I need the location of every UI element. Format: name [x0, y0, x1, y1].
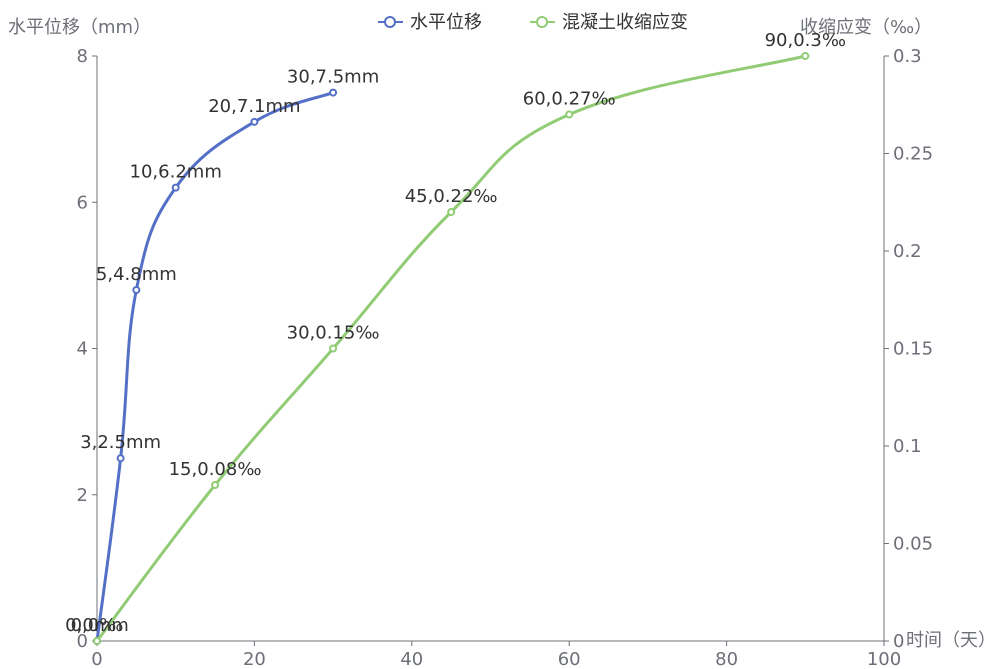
point-shrinkage[interactable]	[447, 208, 456, 216]
data-label-displacement: 10,6.2mm	[130, 162, 222, 183]
data-label-displacement: 30,7.5mm	[287, 67, 379, 88]
data-label-displacement: 3,2.5mm	[80, 432, 161, 453]
right-axis-name: 收缩应变（‰）	[800, 17, 932, 38]
y-right-tick-label: 0	[893, 631, 904, 652]
y-left-tick-label: 2	[77, 485, 88, 506]
data-label-shrinkage: 60,0.27‰	[523, 89, 616, 110]
point-shrinkage[interactable]	[93, 637, 101, 645]
x-axis-name: 时间（天）	[906, 630, 996, 651]
x-tick-label: 20	[243, 649, 266, 669]
data-labels: 0,0mm 3,2.5mm 5,4.8mm 10,6.2mm 20,7.1mm 30,7.…	[65, 30, 846, 636]
point-displacement[interactable]	[171, 183, 180, 192]
legend-marker-displacement	[384, 16, 396, 28]
y-right-tick-label: 0.2	[893, 241, 922, 262]
data-label-shrinkage: 45,0.22‰	[405, 186, 498, 207]
legend-marker-shrinkage	[536, 16, 548, 28]
point-shrinkage[interactable]	[801, 52, 810, 60]
series-line-shrinkage	[95, 54, 807, 643]
legend-item-displacement[interactable]: 水平位移	[378, 12, 482, 33]
y-right-tick-label: 0.1	[893, 436, 922, 457]
data-label-displacement: 20,7.1mm	[208, 96, 300, 117]
x-tick-label: 80	[715, 649, 738, 669]
left-axis-name: 水平位移（mm）	[8, 17, 151, 38]
point-shrinkage[interactable]	[329, 344, 338, 353]
y-right-tick-label: 0.15	[893, 339, 933, 360]
data-label-shrinkage: 90,0.3‰	[765, 30, 846, 51]
data-label-displacement: 5,4.8mm	[96, 264, 177, 285]
y-left-tick-label: 4	[77, 339, 88, 360]
y-right-tick-label: 0.25	[893, 144, 933, 165]
y-left-tick-label: 8	[77, 46, 88, 67]
y-left-tick-label: 6	[77, 192, 88, 213]
point-displacement[interactable]	[329, 88, 338, 97]
series-layer	[93, 52, 810, 645]
legend[interactable]: 水平位移 混凝土收缩应变	[378, 12, 688, 33]
x-tick-label: 60	[558, 649, 581, 669]
x-tick-label: 40	[400, 649, 423, 669]
point-shrinkage[interactable]	[211, 481, 220, 489]
point-displacement[interactable]	[116, 454, 125, 463]
data-label-shrinkage: 30,0.15‰	[287, 323, 380, 344]
point-shrinkage[interactable]	[565, 110, 574, 119]
data-label-shrinkage: 0,0‰	[71, 615, 124, 636]
legend-label-displacement: 水平位移	[410, 12, 482, 33]
point-displacement[interactable]	[132, 286, 141, 294]
legend-item-shrinkage[interactable]: 混凝土收缩应变	[530, 12, 688, 33]
legend-label-shrinkage: 混凝土收缩应变	[562, 12, 688, 33]
x-tick-label: 0	[91, 649, 102, 669]
y-left-tick-label: 0	[77, 631, 88, 652]
x-tick-label: 100	[867, 649, 901, 669]
y-right-tick-label: 0.3	[893, 46, 922, 67]
data-label-shrinkage: 15,0.08‰	[169, 459, 262, 480]
point-displacement[interactable]	[250, 117, 259, 126]
data-label-displacement: 0,0mm	[65, 615, 129, 636]
y-right-tick-label: 0.05	[893, 534, 933, 555]
